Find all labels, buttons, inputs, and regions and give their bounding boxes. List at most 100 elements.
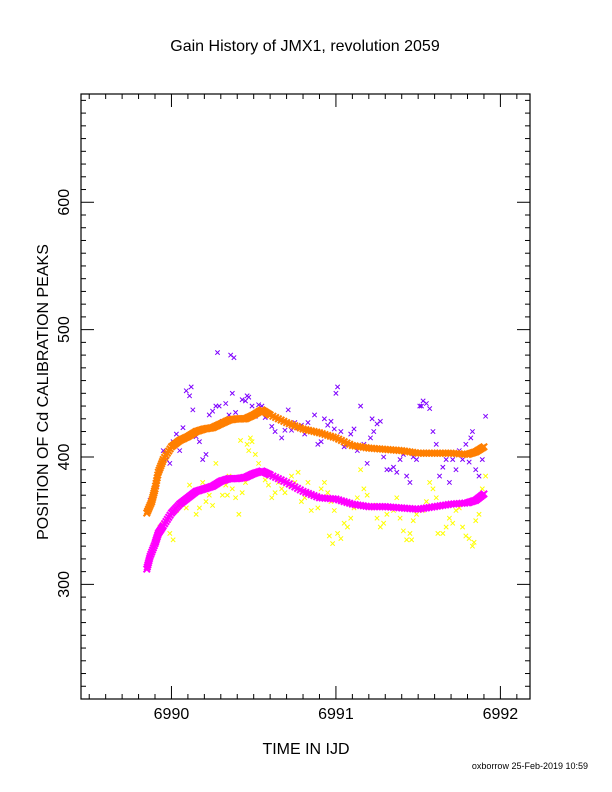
data-point — [404, 473, 410, 479]
data-point — [321, 416, 327, 422]
data-point — [348, 515, 354, 521]
data-point — [244, 393, 250, 399]
data-point — [239, 397, 245, 403]
data-point — [262, 477, 268, 483]
data-point — [186, 482, 193, 488]
y-tick-label: 500 — [56, 316, 73, 343]
data-point — [456, 505, 462, 511]
data-point — [330, 541, 336, 547]
data-point — [413, 511, 420, 517]
data-point — [450, 456, 456, 463]
data-point — [387, 467, 393, 473]
data-point — [233, 495, 239, 501]
data-point — [364, 492, 370, 498]
data-point — [282, 427, 288, 433]
data-point — [417, 403, 423, 409]
data-point — [460, 524, 466, 530]
data-point — [377, 418, 383, 424]
data-point — [400, 528, 406, 534]
data-point — [326, 533, 332, 539]
data-point — [338, 428, 344, 435]
data-point — [407, 530, 413, 536]
data-point — [469, 428, 475, 435]
data-point — [463, 441, 469, 447]
data-point — [390, 464, 397, 470]
x-axis-tick-labels: 6990 6991 6992 — [154, 706, 519, 723]
data-point — [381, 454, 387, 460]
data-point — [364, 460, 370, 466]
data-point — [440, 464, 446, 470]
series-upper-fit — [142, 405, 488, 517]
data-point — [308, 507, 314, 514]
data-point — [384, 511, 390, 517]
data-point — [354, 495, 360, 501]
data-point — [479, 486, 485, 492]
data-point — [305, 420, 311, 426]
data-point — [420, 398, 426, 404]
data-point — [188, 384, 194, 390]
data-point — [476, 473, 482, 479]
data-point — [233, 409, 239, 415]
data-point — [371, 428, 377, 435]
data-point — [236, 511, 242, 517]
data-point — [397, 456, 403, 463]
data-point — [193, 511, 199, 517]
data-point — [269, 423, 275, 429]
data-point — [446, 479, 452, 486]
data-point — [318, 439, 324, 445]
data-point — [252, 451, 258, 458]
data-point — [160, 448, 166, 454]
x-tick-label: 6991 — [318, 706, 354, 723]
data-point — [433, 441, 439, 447]
data-point — [279, 435, 285, 441]
data-point — [210, 502, 216, 508]
data-point — [183, 505, 189, 511]
data-point — [358, 467, 364, 473]
data-point — [244, 441, 250, 447]
data-point — [466, 535, 472, 542]
data-point — [440, 530, 446, 536]
data-point — [285, 407, 291, 413]
data-point — [427, 406, 433, 412]
data-point — [305, 479, 311, 486]
y-tick-label: 300 — [56, 571, 73, 598]
data-point — [453, 507, 459, 514]
x-axis-ticks — [88, 94, 518, 699]
data-point — [409, 537, 415, 543]
data-point — [247, 435, 253, 441]
x-axis-title: TIME IN IJD — [262, 741, 349, 758]
data-point — [186, 393, 193, 399]
data-point — [190, 407, 196, 413]
data-point — [180, 425, 186, 431]
x-tick-label: 6992 — [483, 706, 519, 723]
data-point — [228, 352, 234, 358]
data-point — [397, 515, 403, 521]
data-point — [170, 537, 176, 543]
data-point — [315, 441, 321, 447]
data-point — [374, 515, 380, 521]
data-point — [479, 456, 485, 463]
y-tick-label: 400 — [56, 444, 73, 471]
data-point — [206, 492, 212, 498]
data-point — [473, 518, 479, 524]
data-point — [473, 467, 479, 473]
data-point — [229, 486, 235, 492]
y-axis-title: POSITION OF Cd CALIBRATION PEAKS — [35, 244, 52, 540]
data-point — [288, 473, 295, 479]
data-point — [237, 437, 244, 443]
data-point — [374, 421, 380, 427]
data-point — [435, 530, 441, 536]
data-point — [331, 507, 337, 514]
data-point — [256, 402, 262, 408]
data-point — [453, 467, 459, 473]
data-point — [460, 456, 466, 463]
plot-frame — [80, 93, 531, 700]
data-point — [381, 520, 387, 526]
data-point — [361, 486, 367, 492]
data-point — [196, 505, 202, 511]
data-point — [265, 482, 272, 488]
data-point — [333, 390, 339, 396]
data-point — [214, 350, 221, 356]
data-point — [318, 486, 324, 492]
data-point — [483, 473, 489, 479]
